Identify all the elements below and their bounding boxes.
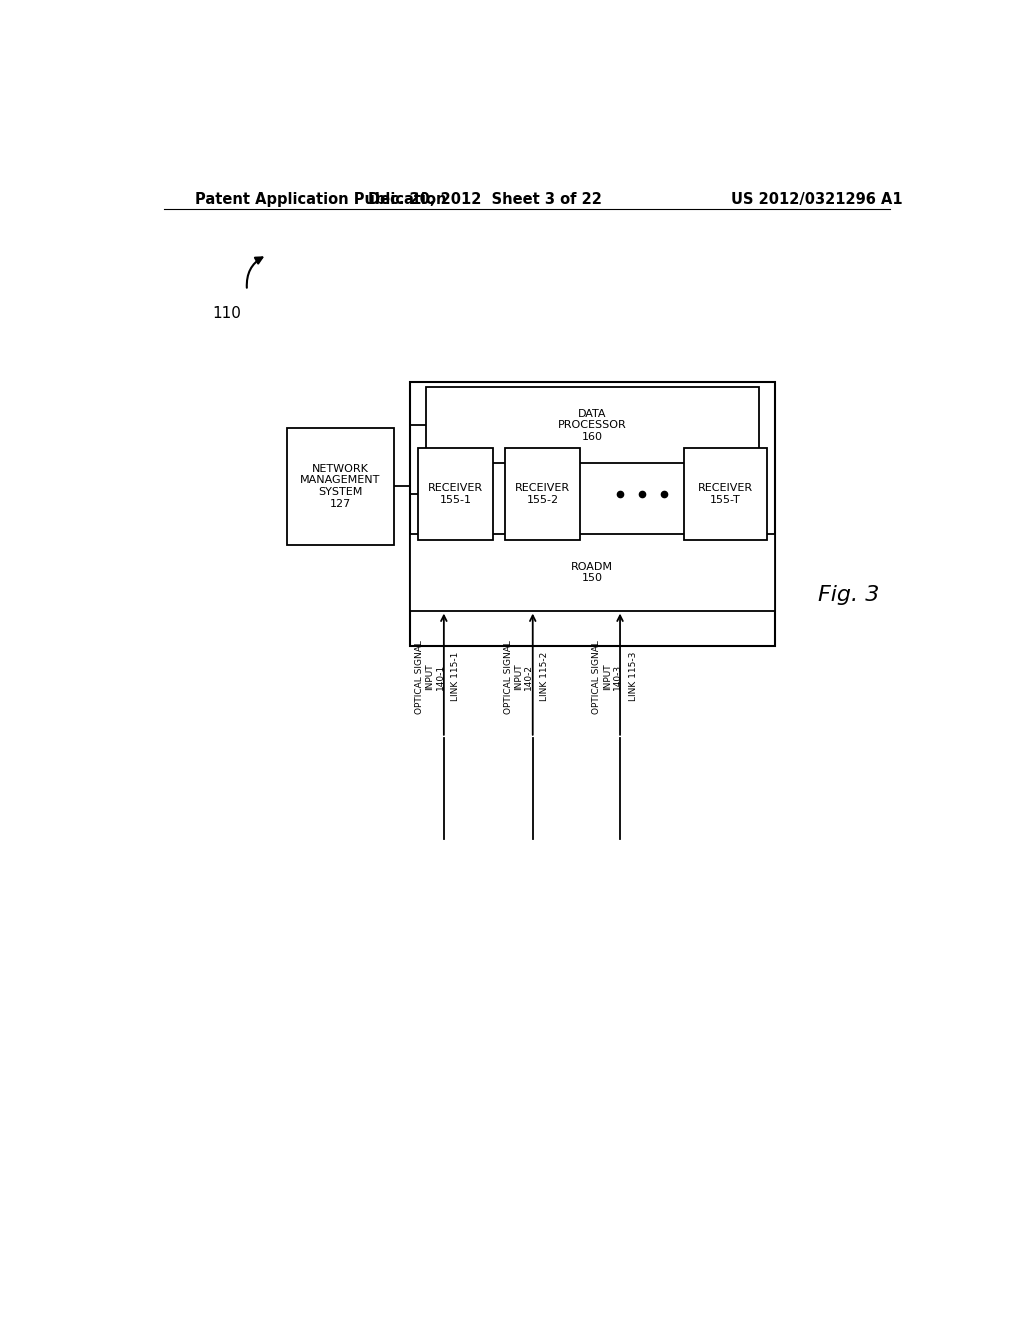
Bar <box>418 447 494 540</box>
Text: LINK 115-2: LINK 115-2 <box>540 652 549 701</box>
Text: NETWORK
MANAGEMENT
SYSTEM
127: NETWORK MANAGEMENT SYSTEM 127 <box>300 463 381 508</box>
Text: RECEIVER
155-1: RECEIVER 155-1 <box>428 483 483 504</box>
Text: LINK 115-1: LINK 115-1 <box>452 652 460 701</box>
Text: RECEIVER
155-T: RECEIVER 155-T <box>697 483 753 504</box>
Bar <box>410 381 775 647</box>
Text: Dec. 20, 2012  Sheet 3 of 22: Dec. 20, 2012 Sheet 3 of 22 <box>369 191 602 206</box>
Text: OPTICAL SIGNAL
INPUT
140-1: OPTICAL SIGNAL INPUT 140-1 <box>415 640 444 714</box>
Bar <box>410 535 775 611</box>
Text: LINK 115-3: LINK 115-3 <box>629 652 638 701</box>
Bar <box>505 447 581 540</box>
Text: OPTICAL SIGNAL
INPUT
140-3: OPTICAL SIGNAL INPUT 140-3 <box>593 640 623 714</box>
Text: 110: 110 <box>213 306 242 321</box>
Text: Fig. 3: Fig. 3 <box>818 586 880 606</box>
Text: RECEIVER
155-2: RECEIVER 155-2 <box>515 483 570 504</box>
Bar <box>287 428 394 545</box>
Bar <box>426 387 759 463</box>
Text: Patent Application Publication: Patent Application Publication <box>196 191 446 206</box>
Bar <box>684 447 767 540</box>
Text: OPTICAL SIGNAL
INPUT
140-2: OPTICAL SIGNAL INPUT 140-2 <box>504 640 534 714</box>
Text: US 2012/0321296 A1: US 2012/0321296 A1 <box>731 191 903 206</box>
Text: DATA
PROCESSOR
160: DATA PROCESSOR 160 <box>558 409 627 442</box>
Text: ROADM
150: ROADM 150 <box>571 562 613 583</box>
